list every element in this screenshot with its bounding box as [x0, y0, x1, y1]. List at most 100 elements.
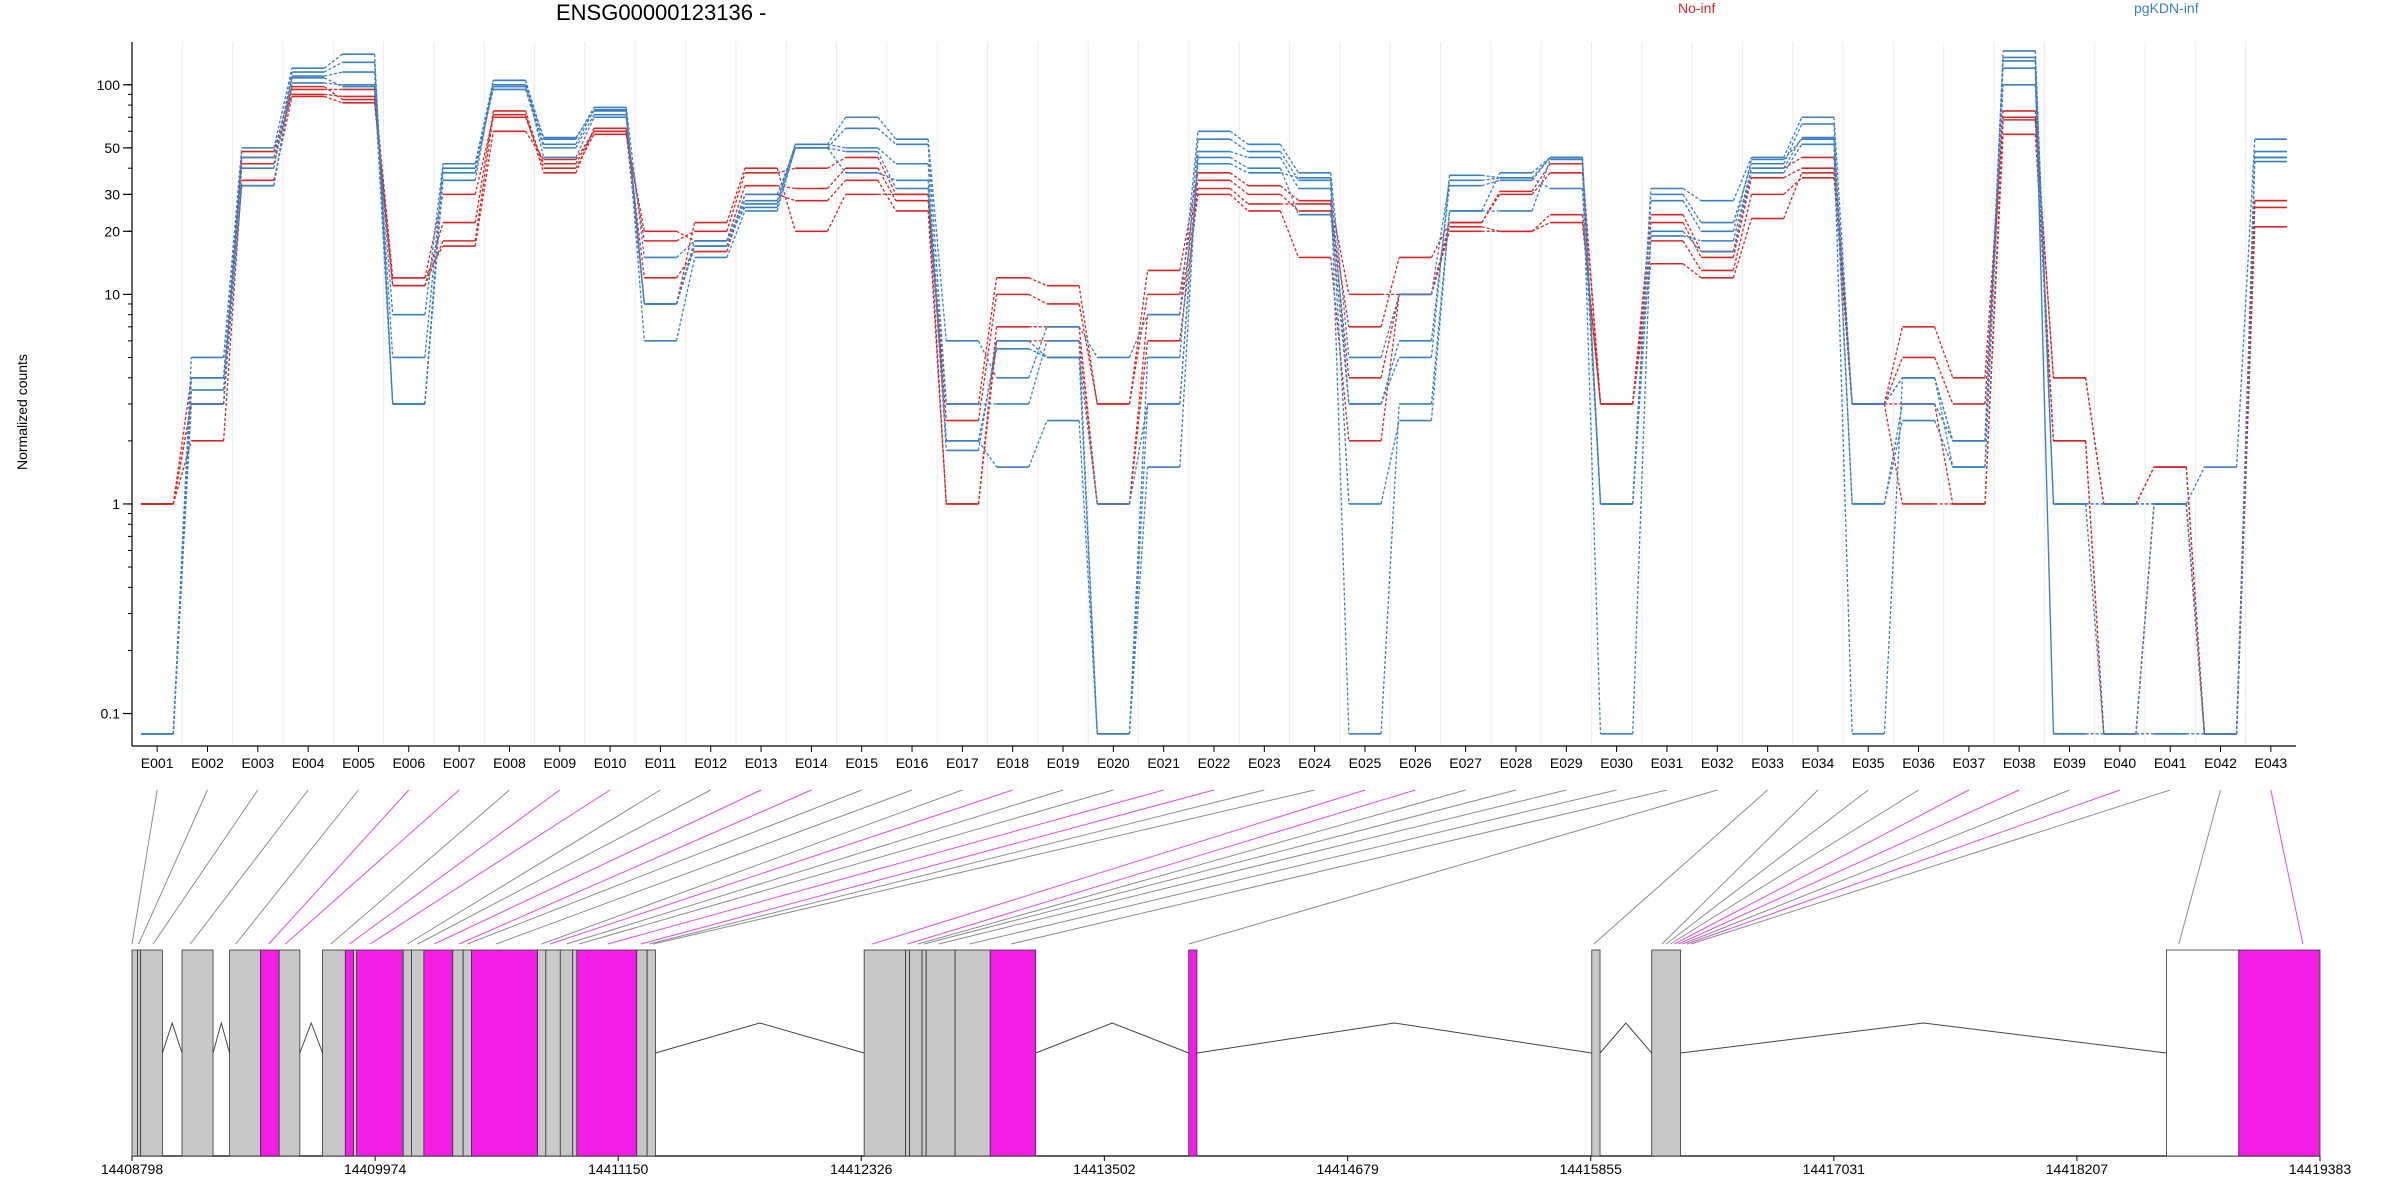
- exon-box: [411, 949, 425, 1157]
- data-transition: [1380, 340, 1400, 405]
- data-transition: [1380, 257, 1400, 327]
- data-transition: [373, 86, 394, 404]
- data-transition: [1934, 403, 1954, 442]
- x-tick-label: E042: [2204, 755, 2237, 771]
- data-transition: [877, 151, 897, 189]
- data-transition: [424, 245, 444, 279]
- data-transition: [877, 127, 897, 145]
- x-tick-label: E025: [1349, 755, 1382, 771]
- data-transition: [776, 147, 796, 195]
- data-transition: [1028, 340, 1048, 358]
- series-pgkdn-inf-4: [141, 50, 2287, 735]
- data-transition: [1833, 117, 1853, 404]
- data-transition: [474, 114, 494, 241]
- data-transition: [1380, 403, 1400, 734]
- x-tick-label: E028: [1500, 755, 1533, 771]
- data-transition: [977, 340, 998, 379]
- data-transition: [474, 80, 494, 181]
- data-transition: [1380, 357, 1400, 405]
- data-transition: [1984, 84, 2004, 468]
- data-transition: [324, 71, 343, 77]
- x-tick-label: E015: [845, 755, 878, 771]
- data-transition: [2235, 226, 2256, 734]
- data-transition: [1128, 403, 1149, 734]
- exon-box: [909, 949, 923, 1157]
- data-transition: [2135, 466, 2155, 505]
- data-transition: [1279, 151, 1300, 181]
- series-pgkdn-inf-5: [141, 56, 2287, 735]
- data-transition: [1481, 179, 1501, 187]
- data-transition: [726, 210, 746, 258]
- data-transition: [424, 222, 444, 286]
- exon-box: [559, 949, 574, 1157]
- data-transition: [977, 340, 998, 505]
- data-transition: [776, 147, 796, 212]
- data-transition: [1934, 420, 1954, 468]
- exon-box: [1188, 949, 1198, 1157]
- x-tick-label: E038: [2003, 755, 2036, 771]
- data-transition: [726, 172, 746, 232]
- data-transition: [1632, 231, 1652, 734]
- exon-connector: [2270, 789, 2304, 945]
- data-transition: [2185, 503, 2206, 734]
- x-tick-label: E033: [1751, 755, 1784, 771]
- data-transition: [1581, 159, 1602, 504]
- data-transition: [1783, 156, 1803, 169]
- data-transition: [625, 117, 645, 305]
- data-transition: [1128, 340, 1149, 505]
- data-transition: [1078, 326, 1098, 358]
- data-transition: [575, 107, 595, 140]
- x-tick-label: E007: [443, 755, 476, 771]
- data-transition: [826, 194, 847, 232]
- data-transition: [172, 403, 193, 505]
- data-transition: [826, 116, 847, 145]
- data-transition: [1682, 200, 1702, 232]
- x-tick-label: E013: [745, 755, 778, 771]
- x-tick-label: E026: [1399, 755, 1432, 771]
- data-transition: [524, 117, 545, 164]
- data-transition: [826, 147, 847, 174]
- exon-connector: [152, 789, 259, 945]
- exon-box: [863, 949, 906, 1157]
- data-transition: [1682, 230, 1702, 253]
- gene-title: ENSG00000123136 -: [556, 0, 767, 25]
- x-tick-label: E002: [191, 755, 224, 771]
- data-transition: [1179, 139, 1199, 358]
- data-transition: [1531, 177, 1551, 190]
- x-tick-label: E017: [946, 755, 979, 771]
- exon-connector: [467, 789, 862, 945]
- axes: 0.1 1 10 20 30 50 100 E001 E002 E003 E004 E005 E006 E…: [97, 42, 2296, 771]
- data-transition: [575, 116, 595, 158]
- exon-connector: [138, 789, 208, 945]
- data-transition: [1531, 214, 1551, 232]
- data-transition: [373, 84, 394, 315]
- data-transition: [977, 440, 998, 468]
- data-transition: [1229, 138, 1249, 153]
- data-transition: [1581, 172, 1602, 405]
- data-transition: [323, 53, 343, 69]
- x-tick-label: E034: [1802, 755, 1835, 771]
- exon-box: [1651, 949, 1682, 1157]
- data-transition: [1581, 188, 1602, 504]
- data-transition: [1481, 174, 1500, 179]
- data-transition: [1279, 167, 1300, 215]
- data-transition: [1229, 130, 1249, 145]
- data-transition: [675, 245, 696, 305]
- data-transition: [1430, 226, 1451, 295]
- data-transition: [222, 157, 243, 390]
- series-no-inf-2: [141, 93, 2287, 735]
- data-transition: [524, 110, 545, 169]
- data-transition: [273, 96, 293, 181]
- x-tick-label: E009: [543, 755, 576, 771]
- exon-connector: [433, 789, 762, 945]
- data-transition: [474, 131, 494, 247]
- data-transition: [1783, 116, 1803, 158]
- intron-line: [1035, 1022, 1189, 1054]
- data-transition: [675, 222, 696, 305]
- data-transition: [1883, 326, 1904, 405]
- data-transition: [424, 168, 444, 358]
- data-transition: [726, 207, 746, 242]
- data-transition: [1833, 139, 1853, 734]
- exon-connector: [330, 789, 510, 945]
